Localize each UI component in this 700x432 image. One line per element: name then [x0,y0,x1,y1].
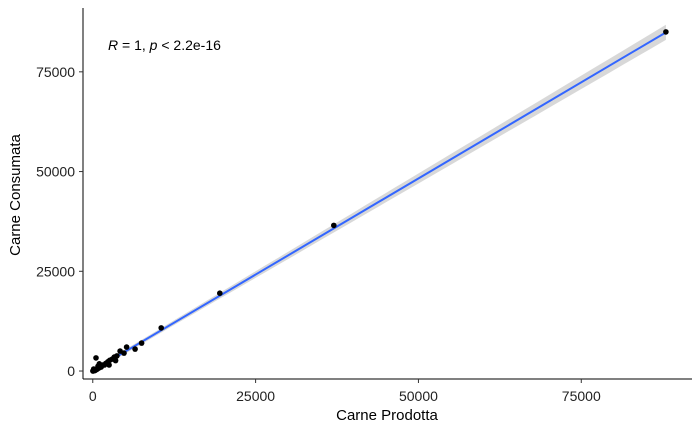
data-point-3 [158,325,164,331]
data-point-0 [663,29,669,35]
data-point-33 [95,363,101,370]
y-tick-label-3: 75000 [36,64,75,80]
x-axis-title: Carne Prodotta [336,407,438,424]
data-point-1 [331,222,337,229]
data-point-29 [90,368,96,374]
y-tick-label-0: 0 [67,363,75,379]
regression-line-layer [92,31,667,372]
data-point-32 [112,357,119,364]
annotation-p-value: < 2.2e-16 [157,37,221,53]
data-point-31 [106,362,112,368]
annotation-r-symbol: R [108,37,118,53]
y-axis-title: Carne Consumata [7,133,24,255]
data-point-6 [123,344,130,350]
annotation-p-symbol: p [149,37,158,53]
regression-line [92,31,667,372]
x-tick-label-0: 0 [89,388,97,404]
data-point-5 [132,346,138,352]
data-point-8 [117,348,123,354]
y-ticks: 0 25000 50000 75000 [36,64,83,379]
correlation-annotation: R = 1, p < 2.2e-16 [108,37,221,53]
y-tick-label-2: 50000 [36,164,75,180]
data-points-layer [90,29,669,374]
data-point-22 [93,355,99,361]
annotation-r-value: = 1, [118,37,150,53]
x-tick-label-3: 75000 [562,388,601,404]
x-tick-label-2: 50000 [399,388,438,404]
data-point-2 [217,290,223,297]
data-point-4 [138,340,145,346]
x-ticks: 0 25000 50000 75000 [89,379,601,404]
x-tick-label-1: 25000 [236,388,275,404]
y-tick-label-1: 25000 [36,263,75,279]
